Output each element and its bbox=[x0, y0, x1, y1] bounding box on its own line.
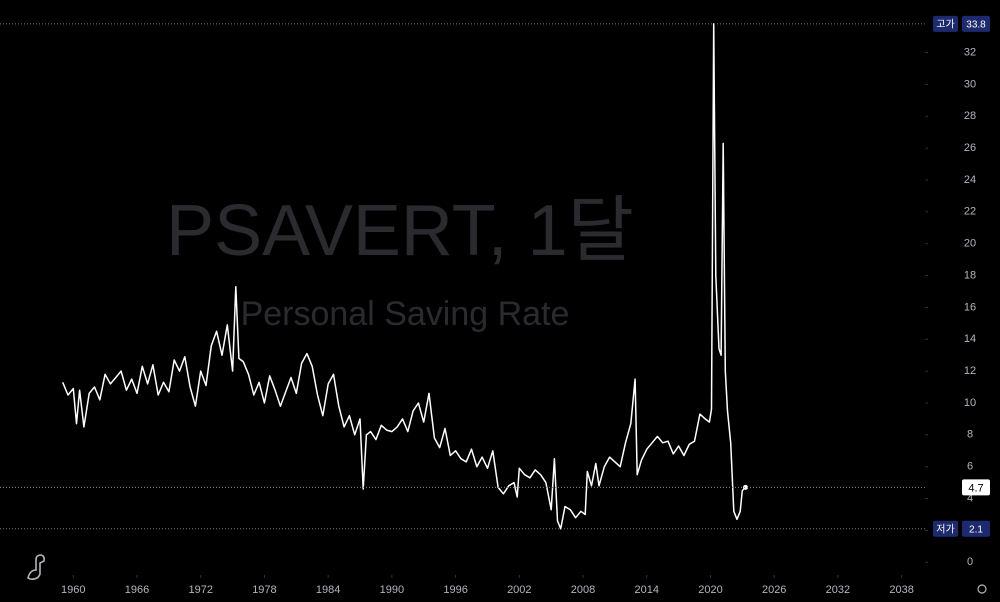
y-tick-label: 20 bbox=[964, 238, 976, 250]
price-value-box bbox=[962, 15, 990, 32]
x-tick-label: 2032 bbox=[826, 584, 850, 596]
logo bbox=[27, 554, 45, 580]
watermark-subtitle: Personal Saving Rate bbox=[241, 295, 570, 333]
y-tick-label: 6 bbox=[967, 461, 973, 473]
y-tick-label: 10 bbox=[964, 397, 976, 409]
x-tick-label: 2014 bbox=[635, 584, 659, 596]
last-point bbox=[743, 484, 749, 490]
y-tick-label: 22 bbox=[964, 206, 976, 218]
y-tick-label: 16 bbox=[964, 301, 976, 313]
line-series bbox=[62, 23, 747, 530]
y-tick-label: 28 bbox=[964, 110, 976, 122]
x-tick-label: 1966 bbox=[125, 584, 149, 596]
y-tick-label: 32 bbox=[964, 46, 976, 58]
y-tick-label: 26 bbox=[964, 142, 976, 154]
price-tag-label: 저가 bbox=[936, 523, 954, 535]
y-tick-label: 18 bbox=[964, 269, 976, 281]
last-value-box bbox=[962, 479, 990, 496]
x-tick-label: 2008 bbox=[571, 584, 595, 596]
x-tick-label: 1990 bbox=[380, 584, 404, 596]
y-tick-label: 30 bbox=[964, 78, 976, 90]
x-tick-label: 1984 bbox=[316, 584, 340, 596]
price-value-label: 33.8 bbox=[966, 20, 986, 31]
y-tick-label: 4 bbox=[967, 492, 973, 504]
x-tick-label: 1960 bbox=[61, 584, 85, 596]
x-tick-label: 2020 bbox=[698, 584, 722, 596]
price-value-label: 2.1 bbox=[969, 524, 983, 535]
x-tick-label: 2026 bbox=[762, 584, 786, 596]
settings-icon[interactable] bbox=[977, 584, 987, 594]
last-value-label: 4.7 bbox=[968, 482, 983, 494]
y-tick-label: 12 bbox=[964, 365, 976, 377]
watermark-title: PSAVERT, 1달 bbox=[166, 191, 634, 271]
y-tick-label: 0 bbox=[967, 556, 973, 568]
y-tick-label: 24 bbox=[964, 174, 976, 186]
x-tick-label: 2002 bbox=[507, 584, 531, 596]
x-tick-label: 1972 bbox=[188, 584, 212, 596]
x-tick-label: 1996 bbox=[443, 584, 467, 596]
price-tag-label: 고가 bbox=[936, 19, 954, 31]
price-tag-box bbox=[933, 520, 958, 537]
y-tick-label: 14 bbox=[964, 333, 976, 345]
x-tick-label: 2038 bbox=[889, 584, 913, 596]
x-tick-label: 1978 bbox=[252, 584, 276, 596]
price-value-box bbox=[962, 520, 990, 537]
y-tick-label: 8 bbox=[967, 429, 973, 441]
price-tag-box bbox=[933, 15, 958, 32]
